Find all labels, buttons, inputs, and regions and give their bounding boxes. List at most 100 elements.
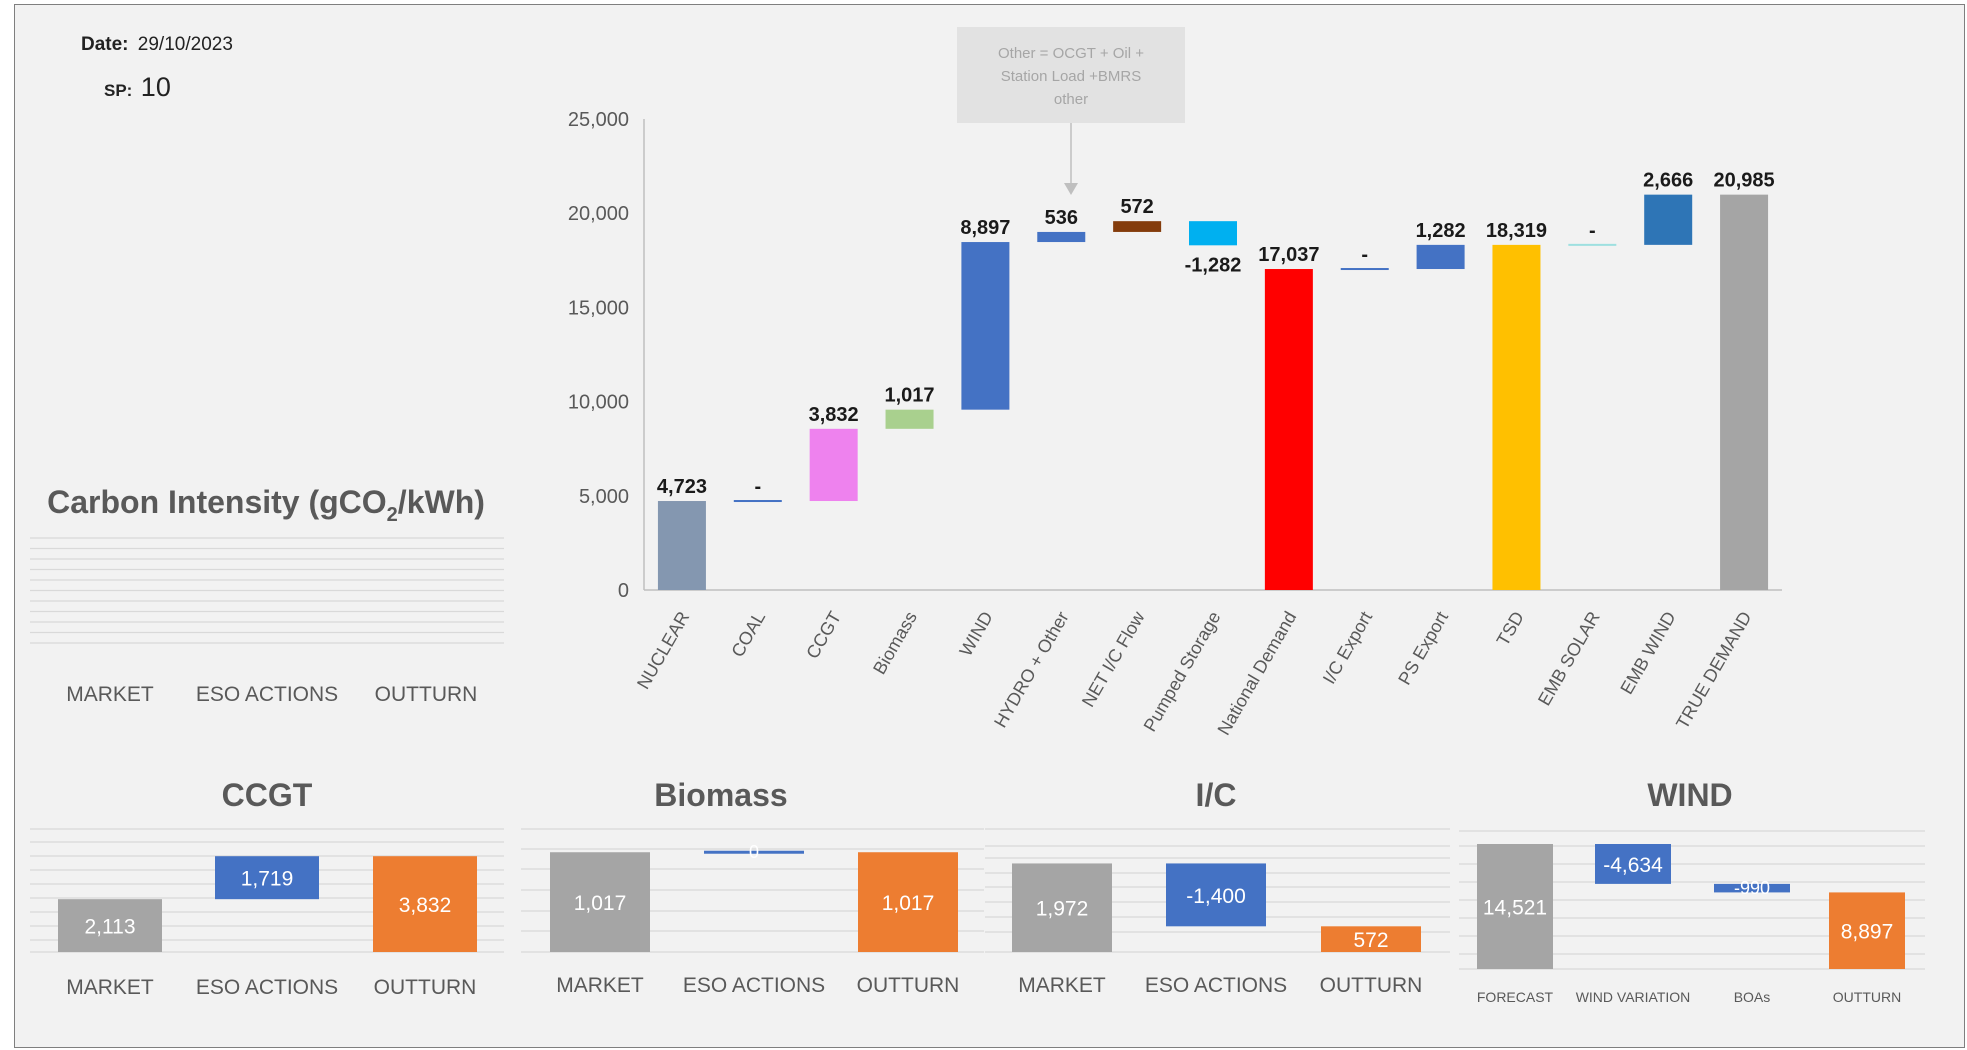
wind-title: WIND [1647,777,1732,813]
ic-data-label: -1,400 [1186,885,1246,908]
annotation-text: Other = OCGT + Oil + [998,45,1144,62]
waterfall-bar [1113,221,1162,232]
waterfall-data-label: 3,832 [809,404,859,426]
biomass-x-label: MARKET [556,974,644,997]
ic-bar [1166,863,1266,927]
waterfall-x-tick-label: TRUE DEMAND [1672,608,1755,732]
waterfall-bar [885,409,934,429]
waterfall-x-tick-label: TSD [1493,608,1528,649]
wind-bar [1595,844,1671,884]
waterfall-bar [961,242,1010,410]
waterfall-x-tick-label: CCGT [802,608,845,662]
carbon-intensity-chart: Carbon Intensity (gCO2/kWh) MARKET ESO ACT… [30,484,504,706]
waterfall-data-label: 536 [1045,207,1078,229]
waterfall-bar [657,501,706,590]
biomass-chart: Biomass 1,017 0 1,017 MARKET ESO ACTIONS OUTTU… [521,777,984,997]
waterfall-y-tick-label: 15,000 [568,297,629,319]
waterfall-bar [1568,243,1617,246]
ccgt-bar [58,899,162,952]
waterfall-data-label: 8,897 [960,217,1010,239]
waterfall-bar [809,428,858,502]
ic-data-label: 572 [1353,929,1388,952]
waterfall-x-tick-label: PS Export [1394,608,1452,688]
wind-bar [1829,892,1905,969]
biomass-x-label: ESO ACTIONS [683,974,825,997]
waterfall-y-tick-label: 0 [618,580,629,602]
wind-bar [1477,844,1553,969]
ic-data-label: 1,972 [1036,898,1089,921]
ccgt-title: CCGT [222,777,313,813]
waterfall-data-label: - [1361,244,1368,266]
ic-x-label: OUTTURN [1320,974,1423,997]
waterfall-y-tick-label: 20,000 [568,203,629,225]
wind-x-label: OUTTURN [1833,989,1901,1005]
wind-data-label: 14,521 [1483,897,1547,920]
waterfall-data-label: 572 [1120,196,1153,218]
waterfall-data-label: 4,723 [657,476,707,498]
ccgt-data-label: 2,113 [85,916,136,939]
sp-label: SP: [104,81,133,100]
annotation-text: Station Load +BMRS [1001,68,1142,85]
waterfall-data-label: 1,017 [885,385,935,407]
waterfall-bar [1492,244,1541,590]
ic-chart: I/C 1,972 -1,400 572 MARKET ESO ACTIONS OUTTUR… [985,777,1450,997]
date-row: Date: 29/10/2023 [81,34,233,56]
annotation-text: other [1054,91,1088,108]
carbon-x-label: MARKET [66,683,154,706]
wind-x-label: FORECAST [1477,989,1554,1005]
wind-x-label: WIND VARIATION [1576,989,1691,1005]
biomass-bar [550,852,650,952]
waterfall-bar [1189,221,1237,246]
ccgt-x-label: MARKET [66,976,154,999]
waterfall-bar [1644,194,1693,245]
waterfall-data-label: 18,319 [1486,220,1547,242]
ccgt-data-label: 1,719 [241,868,294,891]
biomass-data-label: 1,017 [574,892,627,915]
wind-data-label: -990 [1734,878,1770,898]
waterfall-x-tick-label: WIND [956,608,997,660]
waterfall-bar [1416,244,1465,270]
biomass-bar [858,852,958,952]
waterfall-data-label: -1,282 [1185,254,1242,276]
date-value: 29/10/2023 [137,34,233,55]
waterfall-x-tick-label: EMB WIND [1616,608,1679,698]
biomass-title: Biomass [654,777,787,813]
waterfall-bar [1720,194,1769,591]
wind-x-label: BOAs [1734,989,1771,1005]
sp-value: 10 [140,72,171,102]
carbon-x-label: OUTTURN [375,683,478,706]
wind-data-label: 8,897 [1841,921,1894,944]
ccgt-chart: CCGT 2,113 1,719 3,832 MARKET ESO ACTIONS OUTT… [30,777,504,999]
annotation-box [957,27,1185,123]
waterfall-data-label: 1,282 [1416,220,1466,242]
waterfall-y-tick-label: 5,000 [579,486,629,508]
wind-data-label: -4,634 [1603,854,1663,877]
sp-row: SP: 10 [104,72,171,103]
waterfall-data-label: - [754,476,761,498]
waterfall-data-label: 17,037 [1258,244,1319,266]
wind-bar [1714,883,1790,893]
biomass-data-label: 1,017 [882,892,935,915]
waterfall-y-tick-label: 25,000 [568,109,629,131]
waterfall-x-tick-label: Pumped Storage [1140,608,1225,735]
waterfall-data-label: 20,985 [1713,170,1774,192]
waterfall-x-tick-label: Biomass [869,608,921,678]
carbon-x-label: ESO ACTIONS [196,683,338,706]
ic-title: I/C [1196,777,1237,813]
waterfall-chart: 0 5,000 10,000 15,000 20,000 25,000 4,723 NUCLE… [568,27,1782,738]
waterfall-data-label: - [1589,220,1596,242]
ic-bar [1321,926,1421,952]
waterfall-x-tick-label: COAL [727,608,769,660]
waterfall-bar [1264,269,1313,590]
annotation-arrowhead [1064,183,1078,195]
waterfall-x-tick-label: NUCLEAR [633,608,693,693]
carbon-title: Carbon Intensity (gCO2/kWh) [47,484,485,526]
biomass-data-label: 0 [749,842,759,862]
waterfall-bar [733,500,782,503]
ic-bar [1012,863,1112,952]
waterfall-x-tick-label: I/C Export [1319,608,1376,687]
waterfall-x-tick-label: EMB SOLAR [1534,608,1604,709]
biomass-x-label: OUTTURN [857,974,960,997]
biomass-bar [704,850,804,854]
waterfall-bar [1340,268,1389,271]
